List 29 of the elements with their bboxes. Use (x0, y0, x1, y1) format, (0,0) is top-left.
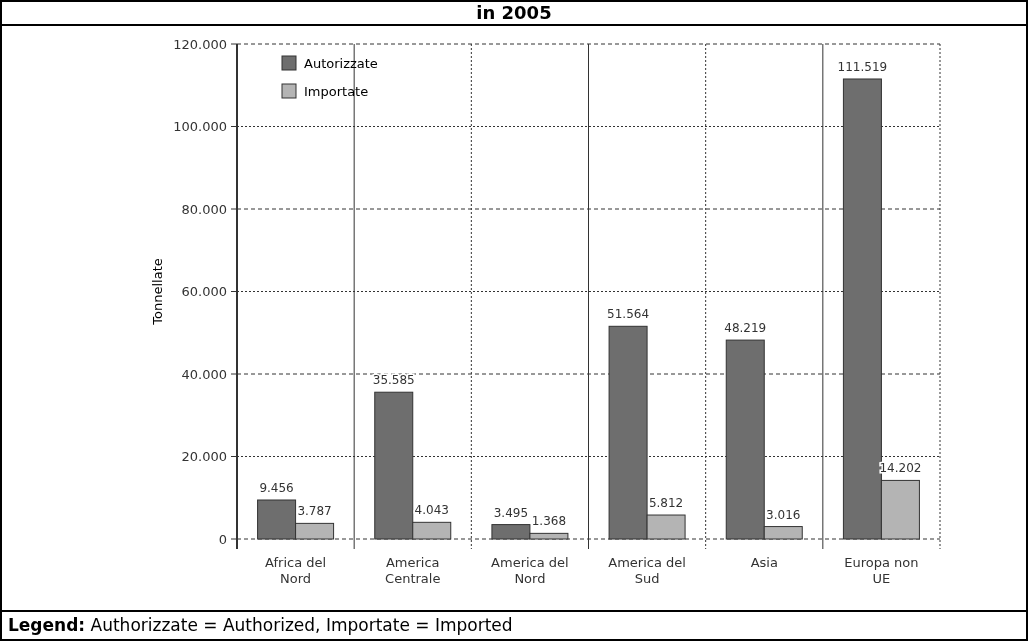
x-tick-label: Europa non UE (844, 555, 919, 586)
x-tick-label: Asia (750, 555, 778, 570)
y-tick-label: 40.000 (181, 366, 227, 382)
x-tick-label: America del Sud (608, 555, 686, 586)
data-label: 3.495 (493, 505, 529, 520)
data-label: 3.787 (297, 504, 332, 519)
data-label: 35.585 (372, 373, 415, 388)
x-tick-label: America del Nord (491, 555, 569, 586)
y-tick-label: 60.000 (181, 284, 227, 300)
y-axis-title: Tonnellate (150, 258, 165, 326)
chart-title: in 2005 (476, 2, 552, 23)
y-tick-label: 80.000 (181, 201, 227, 217)
y-tick-label: 120.000 (173, 36, 227, 52)
x-tick-label: Africa del Nord (265, 555, 327, 586)
y-tick-label: 20.000 (181, 449, 227, 465)
y-tick-label: 100.000 (173, 119, 227, 135)
legend-label: Importate (304, 83, 369, 99)
data-label: 3.016 (766, 507, 801, 522)
data-label: 9.456 (259, 480, 294, 495)
data-label: 1.368 (531, 514, 567, 529)
data-label: 4.043 (414, 503, 449, 518)
data-label: 5.812 (648, 496, 684, 511)
text: Legend: Authorizzate = Authorized, Importate = Imported (8, 615, 513, 635)
x-tick-label: America Centrale (385, 555, 441, 586)
data-label: 48.219 (724, 321, 767, 336)
data-label: 51.564 (607, 307, 650, 322)
y-tick-label: 0 (218, 531, 227, 547)
legend-label: Autorizzate (304, 55, 378, 71)
data-label: 111.519 (837, 59, 888, 74)
